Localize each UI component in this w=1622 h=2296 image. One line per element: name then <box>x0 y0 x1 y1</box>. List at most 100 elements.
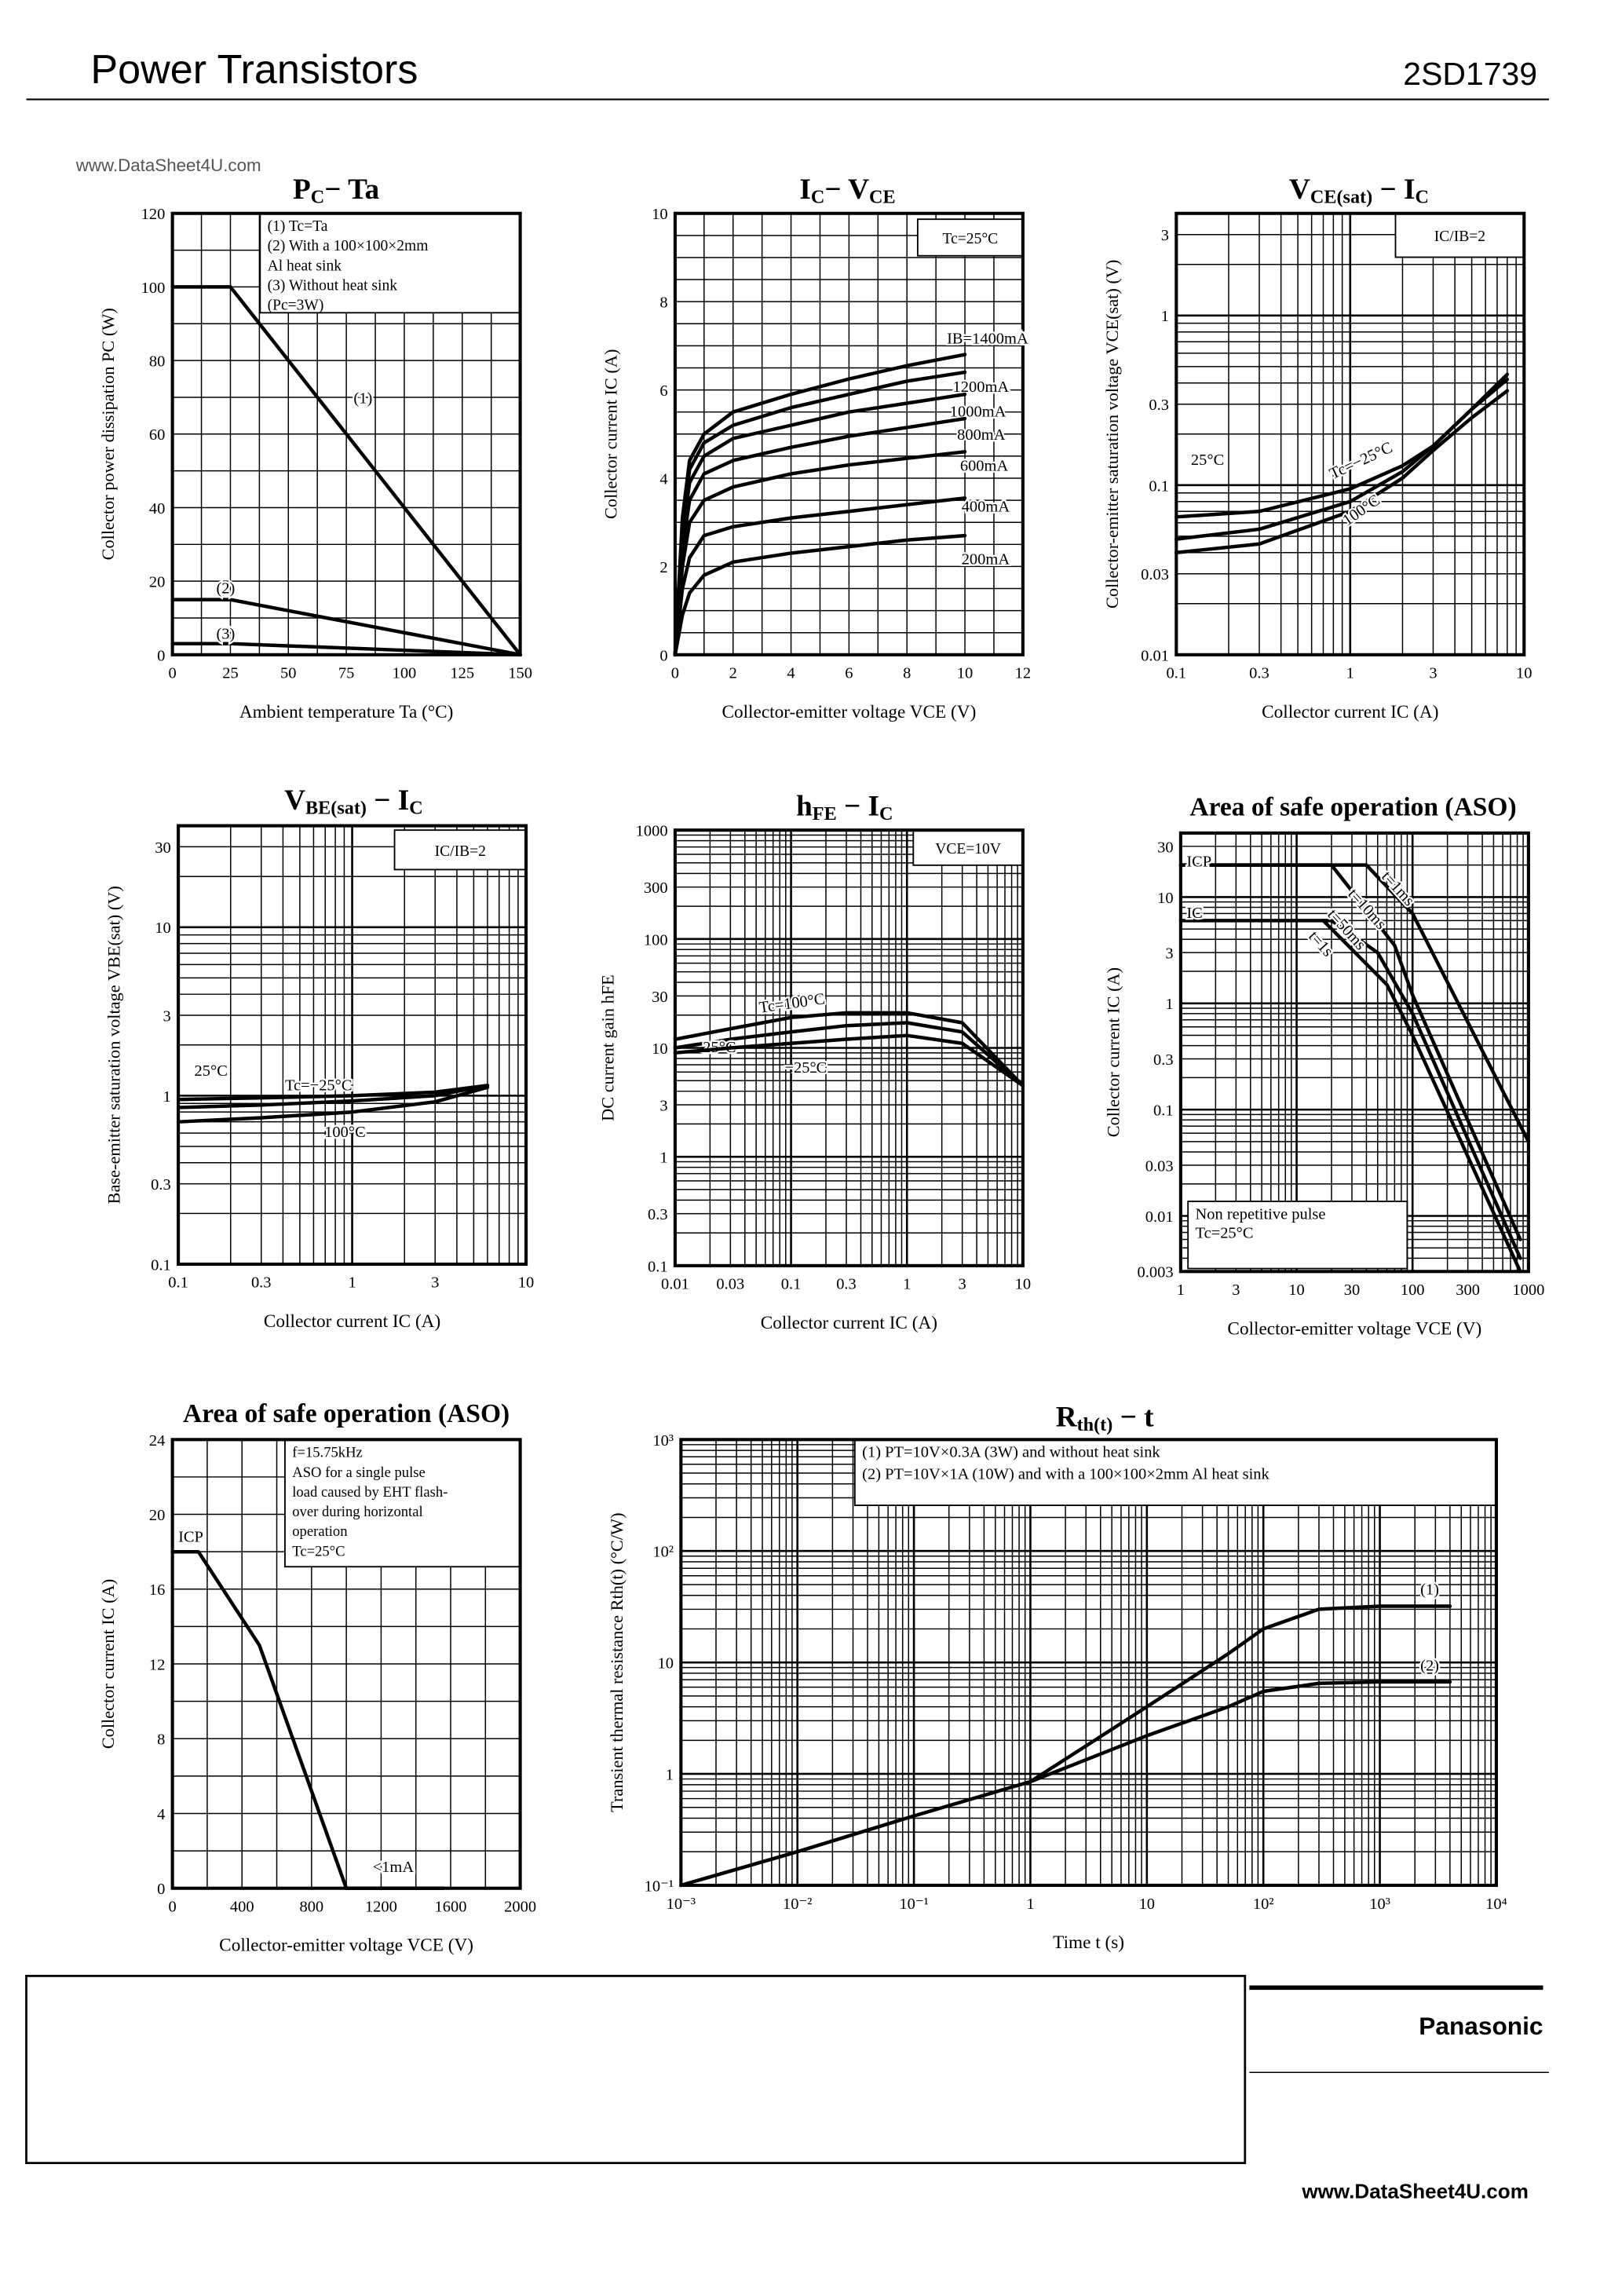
grid <box>177 824 528 1266</box>
legend-box <box>912 829 1024 866</box>
chart-title: VBE(sat) − IC <box>284 784 423 819</box>
x-tick-label: 10 <box>518 1274 534 1292</box>
x-axis-label: Collector current IC (A) <box>1262 702 1438 722</box>
x-axis-label: Time t (s) <box>1053 1932 1124 1953</box>
y-tick-label: 0.01 <box>1141 647 1169 664</box>
series-label: 800mA <box>957 426 1006 444</box>
series-line-5 <box>673 496 967 657</box>
chart-hfe: hFE − IC VCE=10V 0.01 0.03 0.1 0.3 1 3 10 0.1 0.3 1… <box>598 791 1031 1333</box>
legend-text: Tc=25°C <box>943 231 999 247</box>
series-label: (1) <box>353 390 372 408</box>
chart-title-part: CE <box>869 187 896 208</box>
chart-aso2: Area of safe operation (ASO) f=15.75kHz AS… <box>98 1399 536 1956</box>
chart-title: PC− Ta <box>293 174 379 208</box>
x-tick-label: 150 <box>508 665 532 682</box>
x-tick-label: 0 <box>671 665 679 682</box>
y-tick-label: 6 <box>659 382 667 400</box>
y-tick-label: 10² <box>652 1544 674 1561</box>
y-axis-label: Collector current IC (A) <box>601 349 620 519</box>
chart-title-part: − t <box>1112 1402 1154 1434</box>
y-tick-label: 0.1 <box>1153 1102 1174 1120</box>
legend-text: load caused by EHT flash- <box>292 1484 448 1501</box>
y-tick-label: 3 <box>163 1007 171 1025</box>
brand-logo: Panasonic <box>1419 2012 1543 2040</box>
y-tick-label: 8 <box>659 294 667 312</box>
y-tick-label: 12 <box>149 1656 165 1673</box>
y-tick-label: 10⁻¹ <box>645 1877 674 1895</box>
charts: PC− Ta (1) Tc=Ta (2) With a 100×100×2mm Al… <box>98 174 1544 1956</box>
y-tick-label: 1 <box>163 1088 171 1106</box>
y-tick-label: 0.3 <box>151 1176 171 1194</box>
x-tick-label: 6 <box>845 665 853 682</box>
y-tick-label: 8 <box>157 1731 165 1749</box>
x-tick-label: 10 <box>1139 1896 1155 1913</box>
series-line-2 <box>170 642 522 657</box>
y-tick-label: 0 <box>157 1881 165 1898</box>
chart-title-part: CE(sat) <box>1310 187 1372 208</box>
y-tick-label: 2 <box>659 559 667 576</box>
series-line-0 <box>176 1084 490 1102</box>
chart-title-part: − I <box>1372 174 1415 206</box>
chart-title-part: − V <box>824 174 869 206</box>
x-tick-label: 12 <box>1015 665 1031 682</box>
y-tick-label: 1 <box>1165 996 1173 1013</box>
y-tick-label: 300 <box>644 879 668 897</box>
chart-title-part: − I <box>367 784 409 817</box>
series-line-0 <box>170 1550 446 1890</box>
x-tick-label: 4 <box>787 665 795 682</box>
x-tick-label: 1600 <box>435 1898 467 1915</box>
chart-title-part: C <box>311 187 324 208</box>
chart-title-part: R <box>1056 1402 1078 1434</box>
x-tick-label: 2 <box>729 665 737 682</box>
y-tick-label: 30 <box>652 989 667 1006</box>
x-tick-label: 10 <box>957 665 973 682</box>
chart-title-part: − Ta <box>324 174 379 206</box>
legend-box <box>916 218 1024 257</box>
x-tick-label: 10⁻² <box>783 1896 812 1913</box>
y-tick-label: 100 <box>141 280 166 297</box>
y-tick-label: 10 <box>155 919 170 937</box>
series-label: Tc=−25°C <box>285 1077 353 1094</box>
x-tick-label: 10⁻¹ <box>899 1896 928 1913</box>
chart-title-part: P <box>293 174 311 206</box>
legend-text: (Pc=3W) <box>268 298 324 314</box>
chart-vcesat: VCE(sat) − IC IC/IB=2 0.1 0.3 1 3 10 0.01 0.03 0.… <box>1102 174 1532 722</box>
series-label: 100°C <box>324 1124 366 1141</box>
y-axis-label: DC current gain hFE <box>598 974 618 1121</box>
x-tick-label: 1200 <box>365 1898 397 1915</box>
x-tick-label: 1 <box>348 1274 356 1292</box>
series-label: 25°C <box>195 1062 228 1080</box>
legend-text: (2) PT=10V×1A (10W) and with a 100×100×2… <box>862 1466 1269 1483</box>
series-line-2 <box>176 1085 490 1124</box>
series-label: (1) <box>1420 1581 1439 1599</box>
series-line-1 <box>176 1084 490 1110</box>
page-title: Power Transistors <box>90 47 418 93</box>
y-tick-label: 0.1 <box>151 1256 171 1274</box>
chart-title-part: th(t) <box>1077 1414 1113 1435</box>
legend-text: Al heat sink <box>268 258 342 274</box>
series-line-1 <box>1174 372 1510 541</box>
x-axis-label: Collector-emitter voltage VCE (V) <box>1227 1318 1481 1339</box>
grid <box>680 1439 1498 1887</box>
y-tick-label: 100 <box>644 931 668 949</box>
series-line-1 <box>673 1021 1025 1088</box>
series-line-6 <box>673 533 967 657</box>
grid <box>1175 212 1525 656</box>
series-label: 25°C <box>1191 452 1224 469</box>
legend-text: (1) Tc=Ta <box>268 218 328 235</box>
series-label: 200mA <box>962 550 1010 568</box>
y-tick-label: 10³ <box>652 1432 674 1450</box>
series-line-2 <box>1178 919 1522 1260</box>
chart-aso: Area of safe operation (ASO) Non repetiti… <box>1104 793 1545 1340</box>
chart-title-part: Area of safe operation (ASO) <box>1189 793 1516 822</box>
chart-title: hFE − IC <box>796 791 893 825</box>
x-tick-label: 0.3 <box>836 1276 857 1293</box>
x-tick-label: 75 <box>338 665 354 682</box>
legend-text: VCE=10V <box>935 841 1001 857</box>
chart-rth: Rth(t) − t (1) PT=10V×0.3A (3W) and witho… <box>607 1402 1507 1953</box>
x-axis-label: Collector current IC (A) <box>761 1313 937 1333</box>
legend-box <box>853 1439 1497 1507</box>
plot-frame <box>170 211 522 656</box>
series-label: (2) <box>216 580 235 598</box>
legend-text: (2) With a 100×100×2mm <box>268 238 429 254</box>
